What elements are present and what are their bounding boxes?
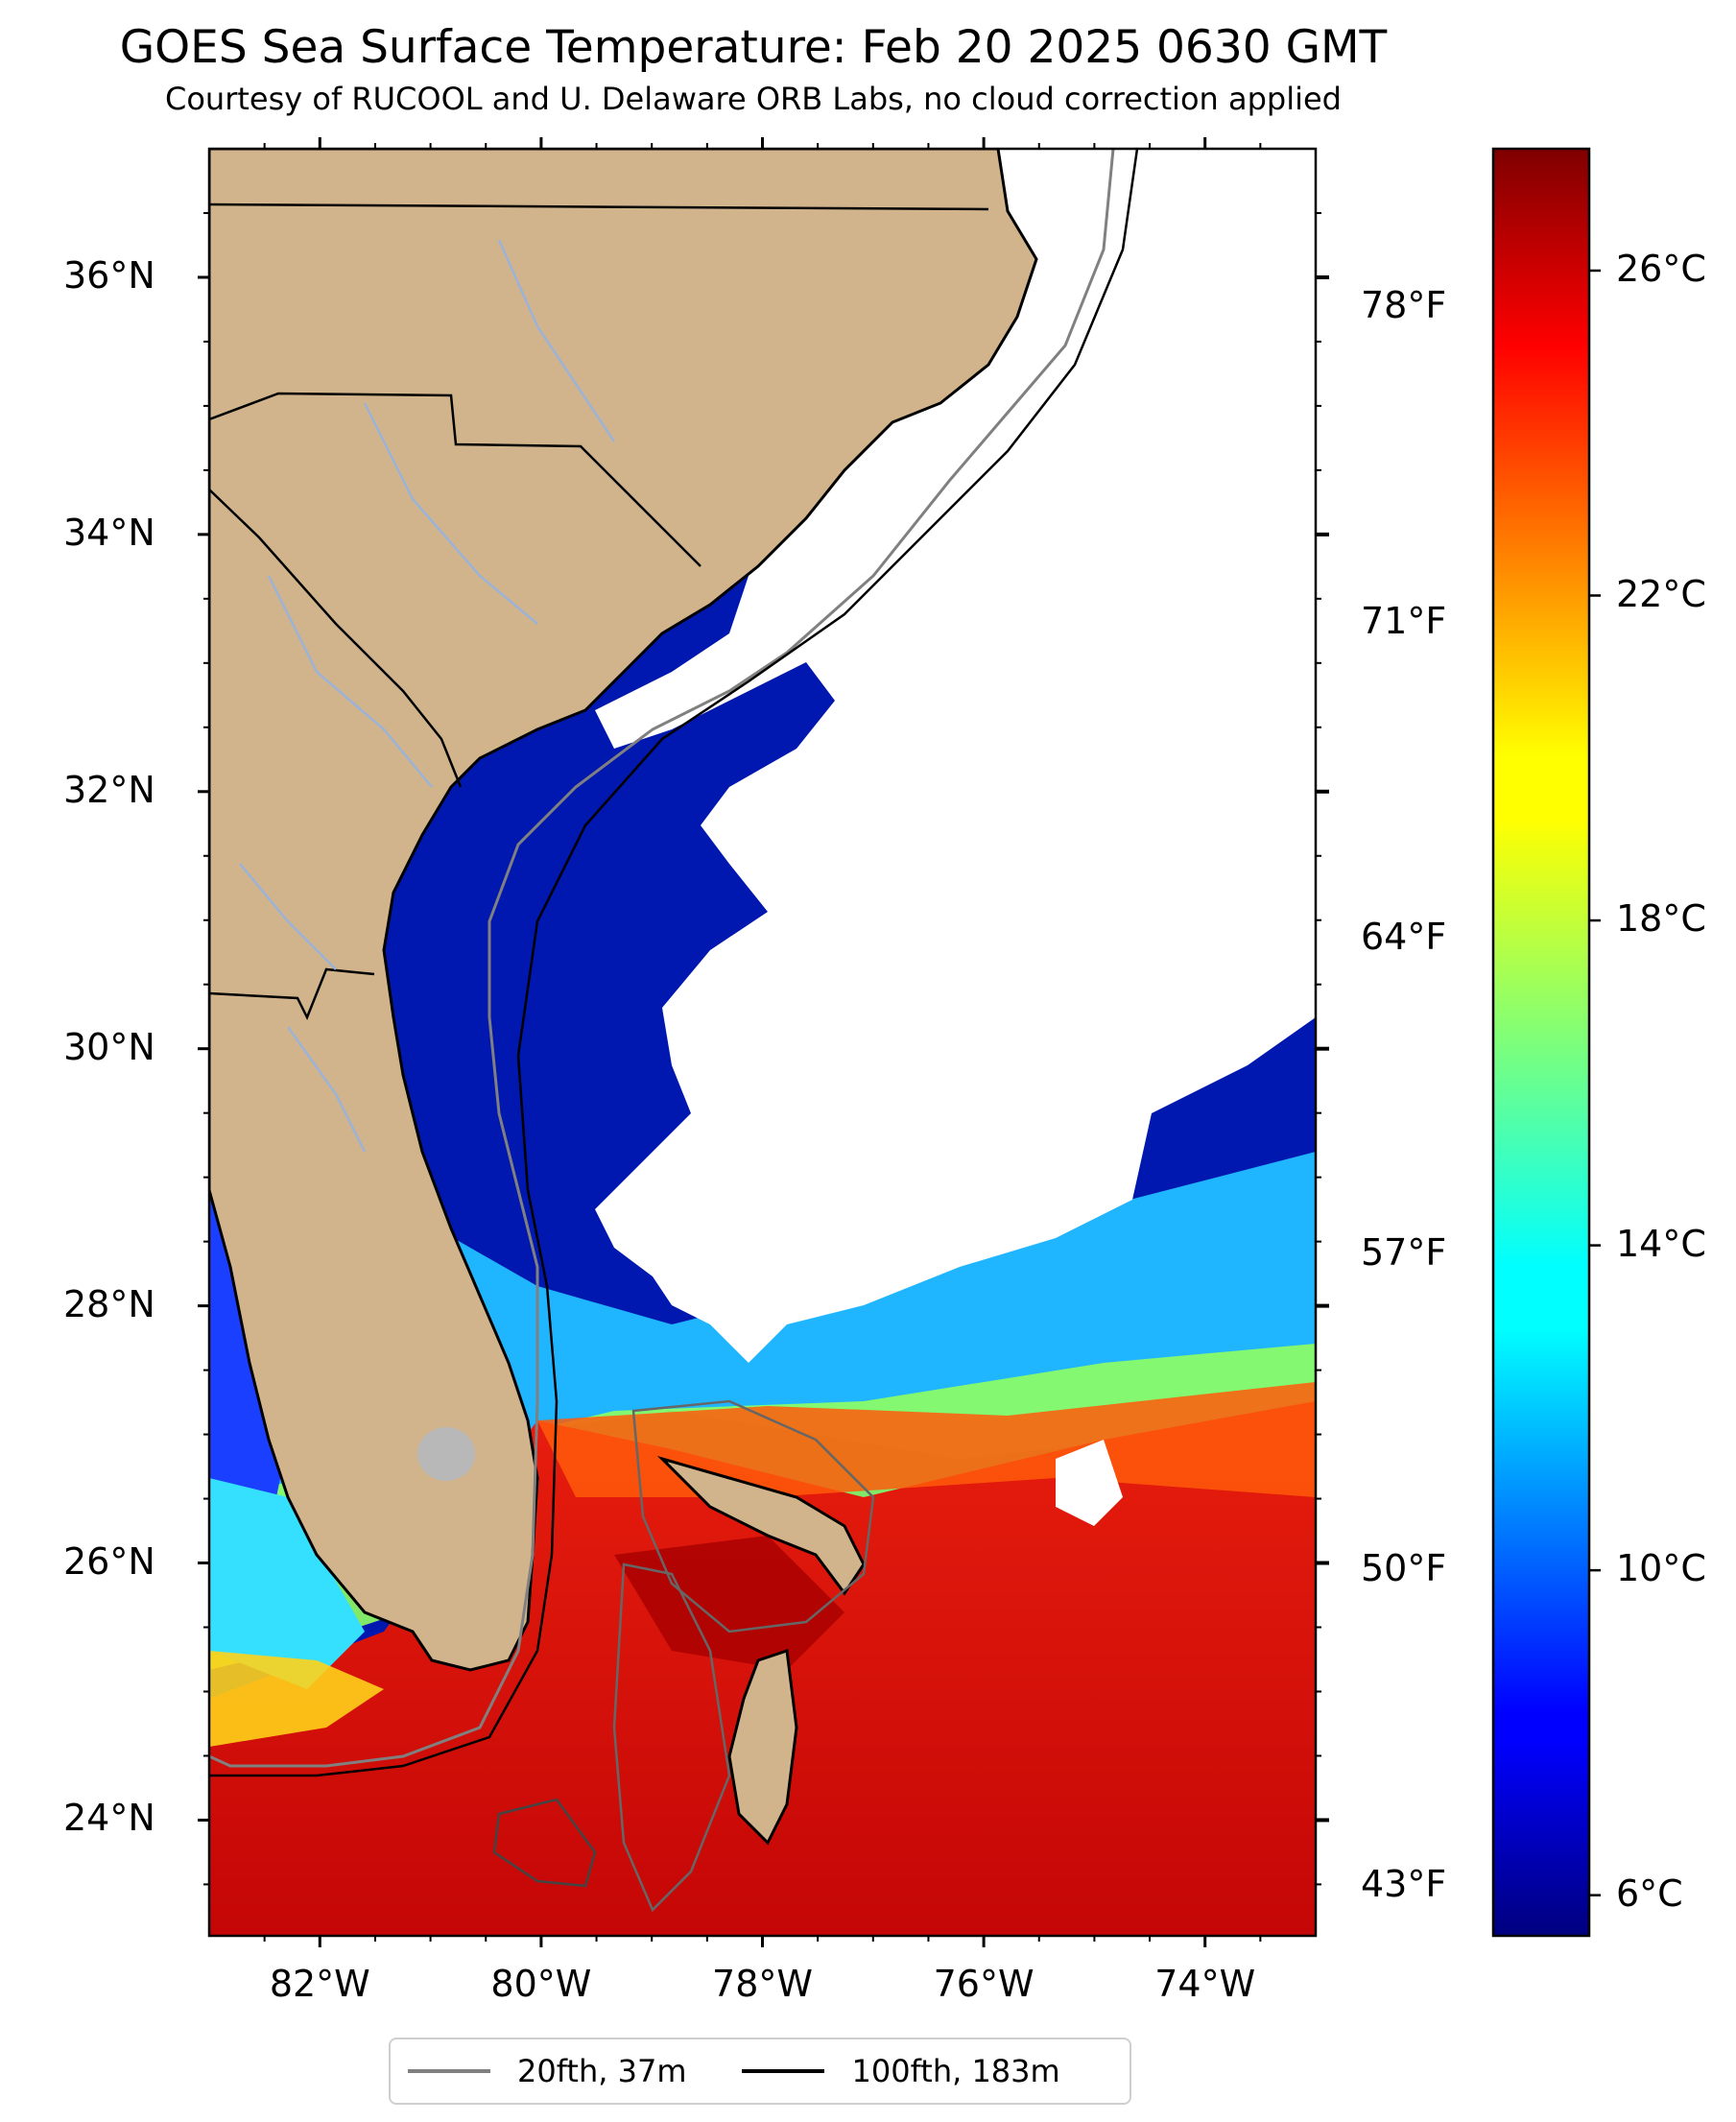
colorbar-label-14: 14°C (1616, 1222, 1706, 1265)
degf-label-57: 57°F (1361, 1230, 1447, 1274)
lat-label-24: 24°N (63, 1797, 155, 1840)
colorbar-label-26: 26°C (1616, 247, 1706, 290)
land-us (209, 149, 1038, 1672)
lat-label-30: 30°N (63, 1025, 155, 1068)
isobath-bahamas (612, 1399, 875, 1913)
lon-label-78: 78°W (712, 1963, 813, 2005)
map-subtitle: Courtesy of RUCOOL and U. Delaware ORB L… (165, 81, 1342, 117)
map-title: GOES Sea Surface Temperature: Feb 20 202… (119, 21, 1388, 74)
legend-item-20fth: 20fth, 37m (408, 2053, 686, 2089)
degf-label-64: 64°F (1361, 915, 1447, 958)
lat-label-34: 34°N (63, 511, 155, 554)
axis-ticks (198, 137, 1329, 1947)
colorbar-ticks (1589, 269, 1601, 1896)
lon-label-80: 80°W (490, 1963, 592, 2005)
land-bahamas-2 (656, 1455, 866, 1596)
rivers (239, 239, 616, 1153)
legend-line-20fth (408, 2069, 490, 2073)
isobath-20fth (209, 149, 1115, 1768)
degf-label-50: 50°F (1361, 1547, 1447, 1590)
gulf-yellow (209, 1651, 384, 1747)
colorbar (1491, 147, 1591, 1938)
colorbar-label-18: 18°C (1616, 897, 1706, 941)
degf-label-78: 78°F (1361, 283, 1447, 326)
lon-label-82: 82°W (269, 1963, 370, 2005)
legend-item-100fth: 100fth, 183m (742, 2053, 1060, 2089)
isobath-100fth (209, 149, 1139, 1777)
lake-okeechobee (417, 1427, 475, 1481)
land-bahamas-1 (727, 1648, 798, 1846)
degf-label-43: 43°F (1361, 1863, 1447, 1906)
legend-label-20fth: 20fth, 37m (517, 2053, 687, 2089)
lat-label-26: 26°N (63, 1539, 155, 1583)
lon-label-74: 74°W (1154, 1963, 1256, 2005)
lat-label-32: 32°N (63, 768, 155, 811)
cloud-mask (595, 149, 1316, 1363)
lat-label-28: 28°N (63, 1282, 155, 1325)
colorbar-label-22: 22°C (1616, 572, 1706, 615)
legend-line-100fth (742, 2069, 825, 2073)
colorbar-label-10: 10°C (1616, 1547, 1706, 1590)
cloud-bahamas (1056, 1440, 1123, 1526)
degf-label-71: 71°F (1361, 599, 1447, 642)
gulf-cyan (209, 1478, 365, 1689)
legend-label-100fth: 100fth, 183m (851, 2053, 1060, 2089)
lat-label-36: 36°N (63, 253, 155, 297)
sst-dark-red-patch (614, 1536, 844, 1670)
isobath-cuba (492, 1798, 597, 1888)
sst-orange-band (537, 1382, 1316, 1497)
colorbar-label-6: 6°C (1616, 1872, 1683, 1915)
state-borders (209, 203, 989, 1021)
isobath-legend: 20fth, 37m 100fth, 183m (389, 2038, 1131, 2105)
lon-label-76: 76°W (933, 1963, 1034, 2005)
